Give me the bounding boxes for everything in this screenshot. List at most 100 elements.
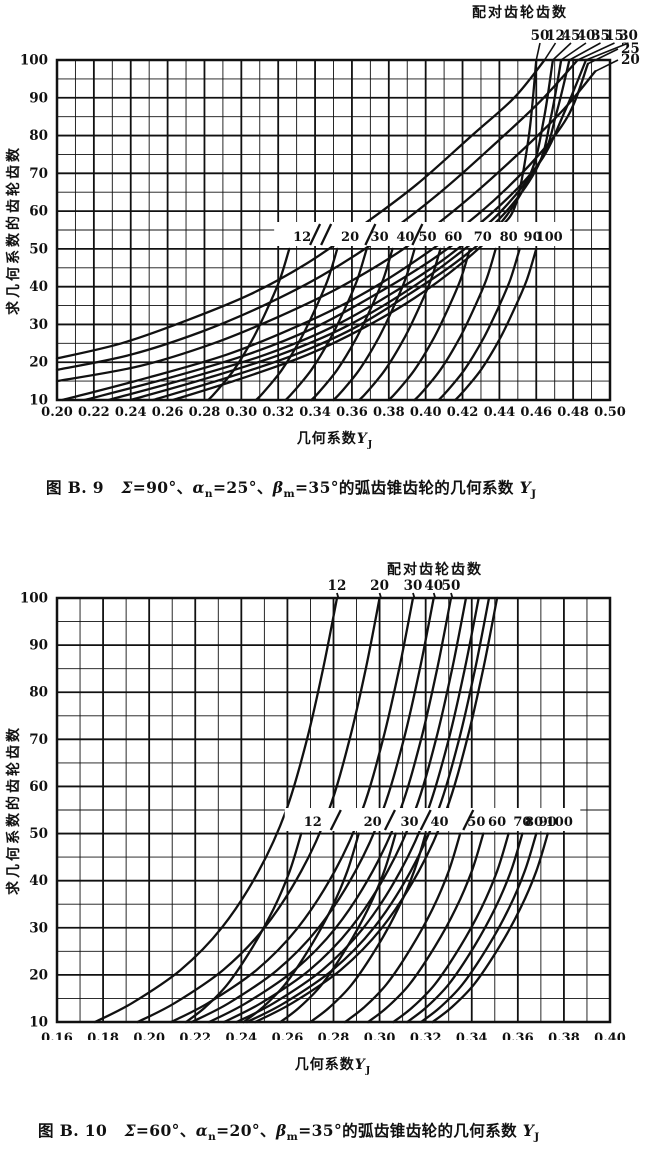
band-leader-nub — [320, 223, 333, 246]
side-curve-label: 20 — [621, 52, 640, 68]
y-tick-label: 40 — [29, 279, 48, 295]
top-label-leader — [569, 42, 601, 61]
y-tick-label: 70 — [29, 732, 48, 748]
band-curve-label: 70 — [474, 230, 492, 245]
top-label-leader — [552, 42, 572, 61]
top-curve-label: 15 — [605, 28, 624, 44]
band-curve-label: 80 — [500, 230, 518, 245]
fig-b9-x-axis-title: 几何系数YJ — [215, 428, 455, 450]
curve-lower-60 — [358, 247, 442, 402]
band-curve-label: 12 — [293, 230, 311, 245]
text-run: β — [272, 478, 284, 497]
band-curve-label: 70 — [513, 815, 531, 830]
y-tick-label: 100 — [20, 591, 48, 607]
band-curve-label: 30 — [400, 815, 418, 830]
text-run: n — [204, 488, 213, 501]
top-label-leader — [560, 42, 587, 61]
curve-lower-12 — [184, 832, 303, 1024]
y-tick-label: 10 — [29, 1015, 48, 1031]
top-curve-label: 35 — [591, 28, 610, 44]
curve-lower-100 — [431, 832, 549, 1024]
band-curve-label: 20 — [364, 815, 382, 830]
band-leader-nub — [309, 223, 322, 246]
top-curve-label: 30 — [404, 578, 423, 594]
y-tick-label: 70 — [29, 166, 48, 182]
band-curve-label: 40 — [396, 230, 414, 245]
curve-lower-20 — [242, 832, 360, 1024]
x-tick-label: 0.28 — [318, 1031, 350, 1040]
side-label-leader — [594, 59, 619, 73]
curve-lower-60 — [366, 832, 485, 1024]
curve-lower-50 — [343, 832, 462, 1024]
curve-lower-20 — [254, 247, 339, 402]
top-label-tick — [378, 592, 382, 599]
band-background — [284, 808, 581, 831]
fig-b9-top-axis-title: 配对齿轮齿数 — [472, 5, 568, 21]
x-tick-label: 0.28 — [189, 405, 221, 420]
band-curve-label: 50 — [418, 230, 436, 245]
text-run: 几何系数 — [296, 431, 357, 447]
y-tick-label: 80 — [29, 685, 48, 701]
band-curve-label: 60 — [444, 230, 462, 245]
curve-upper-50 — [171, 58, 538, 402]
band-curve-label: 20 — [341, 230, 359, 245]
curve-lower-80 — [406, 832, 524, 1024]
text-run: =35°的弧齿锥齿轮的几何系数 — [295, 478, 520, 497]
curve-lower-30 — [284, 247, 368, 402]
x-tick-label: 0.48 — [557, 405, 589, 420]
y-tick-label: 80 — [29, 128, 48, 144]
band-leader-nub — [329, 809, 342, 831]
fig-b10-top-axis-title: 配对齿轮齿数 — [387, 562, 483, 578]
x-tick-label: 0.30 — [364, 1031, 396, 1040]
text-run — [104, 478, 121, 497]
band-leader-nub — [462, 809, 475, 831]
band-curve-label: 30 — [371, 230, 389, 245]
curve-lower-80 — [413, 247, 497, 402]
curve-upper-x — [245, 596, 491, 1024]
curve-upper-12 — [93, 596, 339, 1024]
band-curve-label: 90 — [524, 230, 542, 245]
x-tick-label: 0.26 — [272, 1031, 304, 1040]
text-run: Σ — [124, 1121, 136, 1140]
text-run: =60°、 — [135, 1121, 196, 1140]
y-tick-label: 50 — [29, 241, 48, 257]
y-tick-label: 10 — [29, 393, 48, 409]
band-curve-label: 50 — [467, 815, 485, 830]
x-tick-label: 0.32 — [262, 405, 294, 420]
x-tick-label: 0.34 — [299, 405, 331, 420]
text-run: J — [367, 438, 374, 450]
top-curve-label: 50 — [442, 578, 461, 594]
x-tick-label: 0.50 — [594, 405, 626, 420]
curve-upper-20 — [55, 70, 597, 383]
fig-b9-chart: 12 20 30 40 50 60 70 80 901001020304050607080901… — [20, 28, 640, 420]
top-label-tick — [336, 592, 340, 599]
x-tick-label: 0.40 — [410, 405, 442, 420]
curve-lower-40 — [310, 247, 394, 402]
top-curve-label: 12 — [328, 578, 347, 594]
curve-upper-40 — [190, 596, 435, 1024]
curve-upper-35 — [107, 58, 571, 402]
text-run: 几何系数 — [294, 1057, 355, 1073]
curve-upper-20 — [136, 596, 381, 1024]
top-label-tick — [432, 592, 437, 599]
top-curve-label: 45 — [562, 28, 581, 44]
y-tick-label: 30 — [29, 317, 48, 333]
x-tick-label: 0.44 — [484, 405, 516, 420]
curve-upper-12 — [55, 58, 546, 360]
text-run: m — [286, 1131, 299, 1144]
text-run: J — [365, 1064, 372, 1076]
band-leader-nub — [383, 809, 396, 831]
top-label-leader — [535, 42, 541, 61]
plot-border — [55, 596, 612, 1024]
text-run: Y — [519, 478, 532, 497]
y-tick-label: 100 — [20, 53, 48, 69]
band-leader-nub — [364, 223, 377, 246]
y-tick-label: 90 — [29, 638, 48, 654]
x-tick-label: 0.20 — [41, 405, 73, 420]
fig-b9-y-axis-title: 求几何系数的齿轮齿数 — [6, 145, 22, 315]
fig-b10-x-axis-title: 几何系数YJ — [213, 1054, 453, 1076]
curve-lower-12 — [207, 247, 291, 402]
curve-lower-50 — [332, 247, 416, 402]
x-tick-label: 0.16 — [41, 1031, 73, 1040]
